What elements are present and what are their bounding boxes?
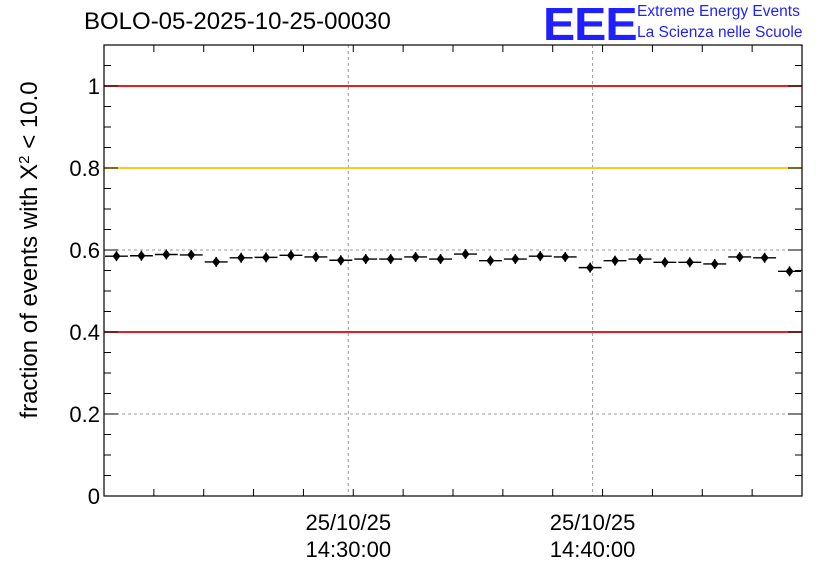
data-point — [735, 251, 744, 262]
data-point — [212, 256, 221, 267]
y-axis-label: fraction of events with X2 < 10.0 — [16, 81, 44, 418]
y-tick-label: 1 — [88, 74, 100, 99]
x-tick-label-date: 25/10/25 — [550, 510, 636, 535]
data-point — [436, 254, 445, 265]
data-point — [237, 252, 246, 263]
data-point — [311, 251, 320, 262]
y-tick-label: 0 — [88, 484, 100, 509]
data-point — [461, 249, 470, 260]
data-point — [710, 258, 719, 269]
data-point — [561, 251, 570, 262]
data-point — [112, 251, 121, 262]
data-point — [361, 254, 370, 265]
eee-logo: EEE Extreme Energy Events La Scienza nel… — [543, 0, 833, 50]
data-point — [635, 254, 644, 265]
data-point — [162, 249, 171, 260]
data-point — [262, 252, 271, 263]
data-point — [286, 250, 295, 261]
data-point — [760, 252, 769, 263]
data-point — [611, 255, 620, 266]
logo-line-1: Extreme Energy Events — [637, 3, 800, 20]
y-tick-label: 0.4 — [69, 320, 100, 345]
x-tick-label-time: 14:40:00 — [550, 537, 636, 562]
data-point — [137, 250, 146, 261]
data-point — [785, 266, 794, 277]
y-tick-label: 0.2 — [69, 402, 100, 427]
logo-mark: EEE — [543, 0, 638, 50]
chart-title: BOLO-05-2025-10-25-00030 — [84, 8, 391, 35]
y-tick-label: 0.8 — [69, 156, 100, 181]
logo-line-2: La Scienza nelle Scuole — [637, 24, 803, 41]
y-tick-label: 0.6 — [69, 238, 100, 263]
data-point — [586, 262, 595, 273]
data-point — [536, 251, 545, 262]
data-point — [411, 251, 420, 262]
data-point — [336, 255, 345, 266]
x-tick-label-date: 25/10/25 — [305, 510, 391, 535]
data-point — [187, 249, 196, 260]
plot-frame — [103, 44, 803, 497]
data-point — [685, 257, 694, 268]
data-point — [386, 254, 395, 265]
data-point — [660, 257, 669, 268]
data-point — [486, 255, 495, 266]
data-point — [511, 254, 520, 265]
x-tick-label-time: 14:30:00 — [305, 537, 391, 562]
